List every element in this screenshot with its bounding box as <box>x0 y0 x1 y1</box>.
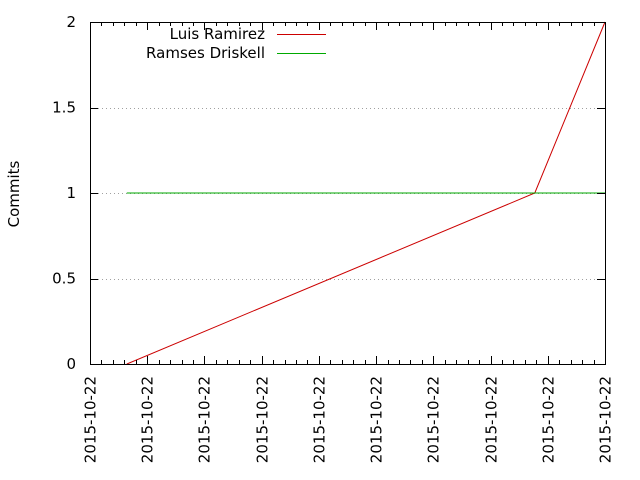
x-tick-label: 2015-10-22 <box>196 376 214 463</box>
x-tick-label: 2015-10-22 <box>311 376 329 463</box>
x-tick-label: 2015-10-22 <box>368 376 386 463</box>
y-tick-label: 2 <box>66 13 76 31</box>
legend-label-0: Luis Ramirez <box>170 25 265 43</box>
plot-frame <box>90 22 606 365</box>
y-tick-label: 1.5 <box>52 99 76 117</box>
x-tick-label: 2015-10-22 <box>540 376 558 463</box>
x-tick-label: 2015-10-22 <box>425 376 443 463</box>
x-tick-label: 2015-10-22 <box>483 376 501 463</box>
x-tick-label: 2015-10-22 <box>82 376 100 463</box>
x-tick-label: 2015-10-22 <box>597 376 615 463</box>
y-tick-labels: 0 0.5 1 1.5 2 <box>52 13 76 373</box>
x-tick-label: 2015-10-22 <box>254 376 272 463</box>
x-tick-label: 2015-10-22 <box>139 376 157 463</box>
grid-lines <box>90 108 605 280</box>
y-tick-label: 0.5 <box>52 270 76 288</box>
y-tick-label: 1 <box>66 184 76 202</box>
legend-label-1: Ramses Driskell <box>146 44 265 62</box>
x-tick-labels: 2015-10-22 2015-10-22 2015-10-22 2015-10-22… <box>82 376 615 463</box>
series-group <box>126 21 606 365</box>
y-axis-label: Commits <box>5 160 23 227</box>
y-tick-label: 0 <box>66 355 76 373</box>
